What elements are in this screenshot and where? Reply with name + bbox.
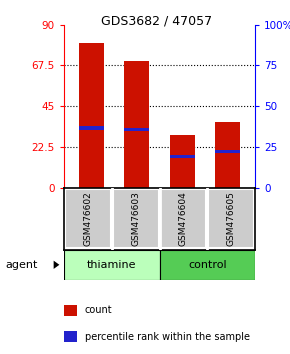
Bar xyxy=(170,135,195,188)
Bar xyxy=(64,305,77,315)
Bar xyxy=(208,189,254,249)
Text: agent: agent xyxy=(6,260,38,270)
Polygon shape xyxy=(54,261,59,269)
Bar xyxy=(160,250,255,280)
Text: GSM476602: GSM476602 xyxy=(83,191,92,246)
Bar xyxy=(124,61,149,188)
Bar xyxy=(79,43,104,188)
Text: percentile rank within the sample: percentile rank within the sample xyxy=(85,332,250,342)
Text: thiamine: thiamine xyxy=(87,259,136,270)
Text: GDS3682 / 47057: GDS3682 / 47057 xyxy=(101,14,212,27)
Bar xyxy=(79,126,104,130)
Text: GSM476604: GSM476604 xyxy=(179,191,188,246)
Bar xyxy=(64,250,160,280)
Bar xyxy=(215,150,240,153)
Bar xyxy=(65,189,111,249)
Bar xyxy=(170,155,195,159)
Bar xyxy=(113,189,159,249)
Text: GSM476603: GSM476603 xyxy=(131,191,140,246)
Text: count: count xyxy=(85,305,113,315)
Bar xyxy=(64,331,77,342)
Bar xyxy=(160,189,206,249)
Bar xyxy=(124,128,149,131)
Bar xyxy=(215,122,240,188)
Text: control: control xyxy=(188,259,227,270)
Text: GSM476605: GSM476605 xyxy=(227,191,236,246)
